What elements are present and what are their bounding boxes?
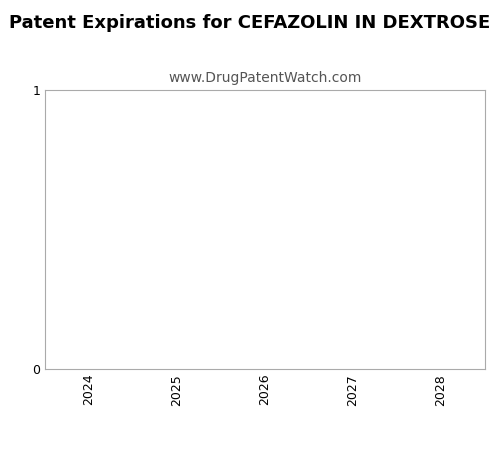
Text: Patent Expirations for CEFAZOLIN IN DEXTROSE: Patent Expirations for CEFAZOLIN IN DEXT… — [10, 14, 490, 32]
Title: www.DrugPatentWatch.com: www.DrugPatentWatch.com — [168, 71, 362, 85]
